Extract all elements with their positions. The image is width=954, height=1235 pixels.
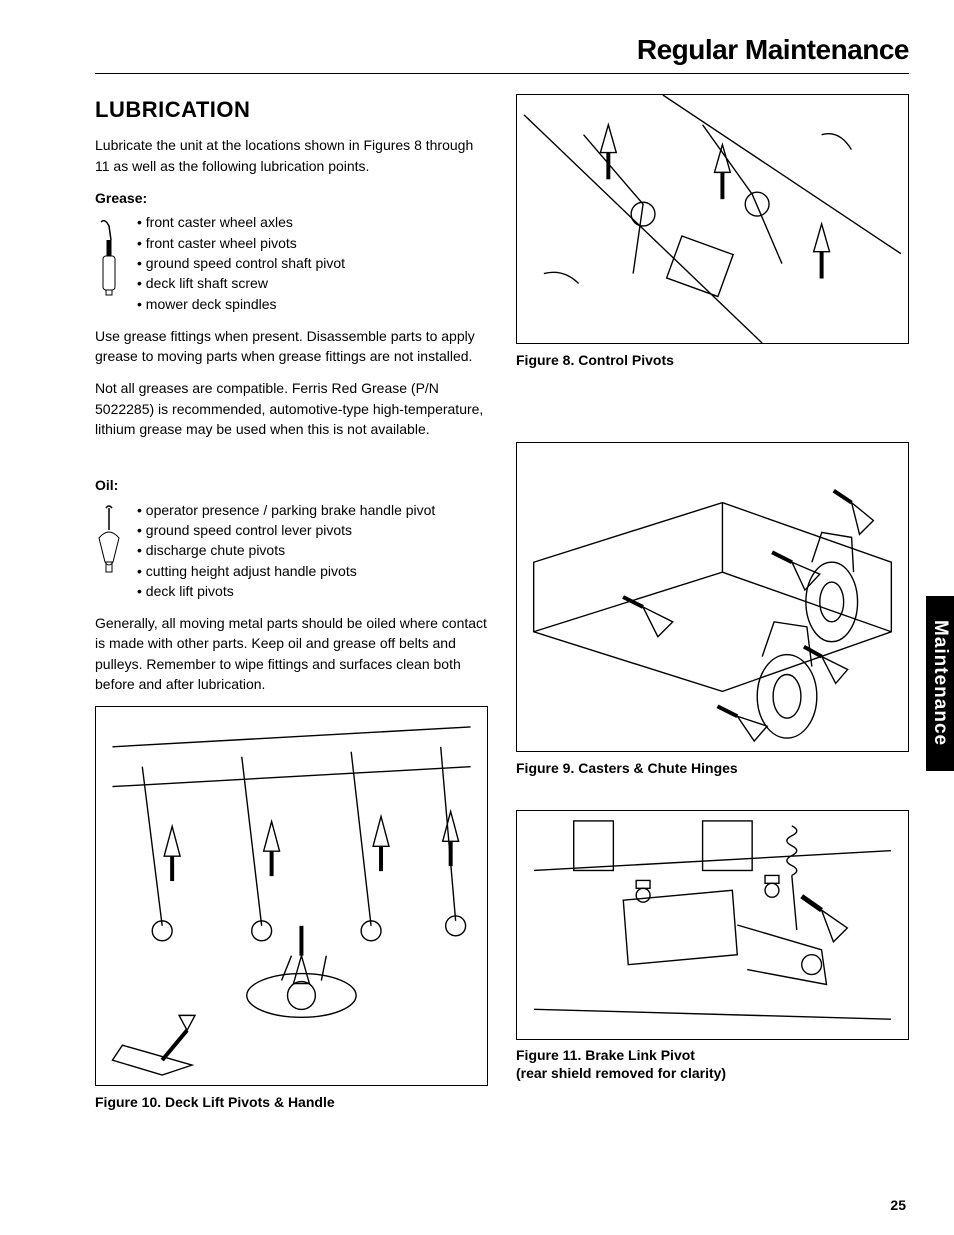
figure-8-caption: Figure 8. Control Pivots	[516, 350, 909, 370]
figure-8-box	[516, 94, 909, 344]
figure-11-box	[516, 810, 909, 1040]
list-item: operator presence / parking brake handle…	[137, 500, 488, 520]
oil-label: Oil:	[95, 475, 488, 495]
oil-can-icon	[95, 504, 127, 579]
list-item: cutting height adjust handle pivots	[137, 561, 488, 581]
list-item: ground speed control lever pivots	[137, 520, 488, 540]
figure-11-caption-line2: (rear shield removed for clarity)	[516, 1065, 726, 1081]
figure-11-caption-line1: Figure 11. Brake Link Pivot	[516, 1047, 695, 1063]
list-item: ground speed control shaft pivot	[137, 253, 488, 273]
side-tab-label: Maintenance	[926, 620, 954, 746]
grease-note-2: Not all greases are compatible. Ferris R…	[95, 378, 488, 439]
grease-list: front caster wheel axles front caster wh…	[137, 212, 488, 313]
figure-9-caption: Figure 9. Casters & Chute Hinges	[516, 758, 909, 778]
intro-paragraph: Lubricate the unit at the locations show…	[95, 135, 488, 176]
page-title: Regular Maintenance	[95, 30, 909, 74]
page-number: 25	[890, 1195, 906, 1215]
figure-9-box	[516, 442, 909, 752]
grease-note-1: Use grease fittings when present. Disass…	[95, 326, 488, 367]
content-columns: LUBRICATION Lubricate the unit at the lo…	[95, 94, 909, 1135]
grease-block: front caster wheel axles front caster wh…	[95, 212, 488, 313]
oil-list: operator presence / parking brake handle…	[137, 500, 488, 601]
figure-10-box	[95, 706, 488, 1086]
right-column: Figure 8. Control Pivots	[516, 94, 909, 1135]
list-item: front caster wheel pivots	[137, 233, 488, 253]
list-item: mower deck spindles	[137, 294, 488, 314]
left-column: LUBRICATION Lubricate the unit at the lo…	[95, 94, 488, 1135]
list-item: deck lift shaft screw	[137, 273, 488, 293]
side-tab: Maintenance	[926, 596, 954, 771]
list-item: front caster wheel axles	[137, 212, 488, 232]
list-item: deck lift pivots	[137, 581, 488, 601]
grease-label: Grease:	[95, 188, 488, 208]
list-item: discharge chute pivots	[137, 540, 488, 560]
section-heading: LUBRICATION	[95, 94, 488, 126]
figure-10-caption: Figure 10. Deck Lift Pivots & Handle	[95, 1092, 488, 1112]
oil-note: Generally, all moving metal parts should…	[95, 613, 488, 694]
grease-gun-icon	[95, 216, 127, 301]
figure-11-caption: Figure 11. Brake Link Pivot (rear shield…	[516, 1046, 909, 1082]
oil-block: operator presence / parking brake handle…	[95, 500, 488, 601]
